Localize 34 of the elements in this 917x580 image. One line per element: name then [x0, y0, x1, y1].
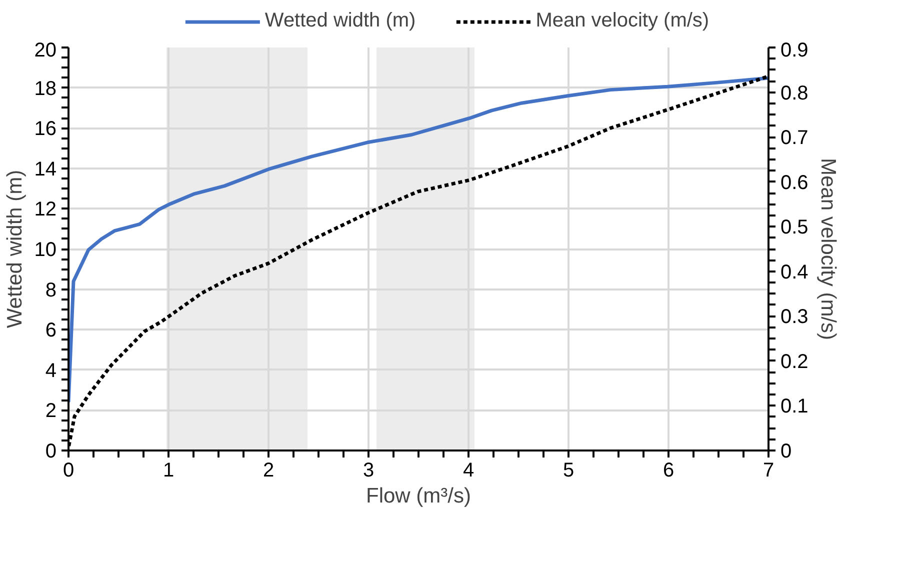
x-tick-label: 6 — [662, 460, 674, 482]
y2-tick-label: 0.9 — [780, 40, 808, 62]
y2-tick-label: 0 — [780, 440, 792, 462]
x-tick-label: 0 — [62, 460, 74, 482]
x-tick-label: 1 — [162, 460, 174, 482]
y-tick-label: 2 — [45, 400, 56, 422]
y-tick-label: 16 — [34, 118, 57, 140]
y-tick-label: 10 — [34, 239, 57, 261]
y-tick-label: 18 — [34, 78, 57, 100]
y2-tick-label: 0.7 — [780, 127, 808, 150]
x-axis-title: Flow (m³/s) — [366, 484, 471, 508]
y2-tick-label: 0.3 — [780, 306, 808, 328]
y2-tick-label: 0.4 — [780, 261, 808, 284]
y-tick-label: 4 — [45, 360, 56, 382]
y-tick-label: 12 — [34, 198, 57, 221]
y2-tick-label: 0.1 — [780, 396, 808, 418]
y2-tick-label: 0.2 — [780, 350, 808, 373]
x-tick-label: 4 — [462, 460, 474, 482]
y2-tick-label: 0.8 — [780, 82, 808, 104]
y-tick-label: 20 — [34, 40, 57, 62]
x-tick-label: 7 — [762, 460, 774, 482]
x-tick-label: 3 — [362, 460, 374, 482]
legend-label: Wetted width (m) — [264, 10, 416, 32]
y-tick-label: 8 — [45, 279, 56, 302]
y2-axis-title: Mean velocity (m/s) — [816, 158, 840, 340]
x-tick-label: 5 — [562, 460, 574, 482]
x-tick-label: 2 — [262, 460, 274, 482]
y-tick-label: 14 — [34, 158, 57, 180]
y2-tick-label: 0.6 — [780, 172, 808, 194]
y-tick-label: 0 — [45, 440, 56, 462]
legend-label: Mean velocity (m/s) — [536, 10, 710, 32]
y-tick-label: 6 — [45, 320, 56, 342]
y2-tick-label: 0.5 — [780, 216, 808, 239]
y-axis-title: Wetted width (m) — [3, 170, 26, 328]
